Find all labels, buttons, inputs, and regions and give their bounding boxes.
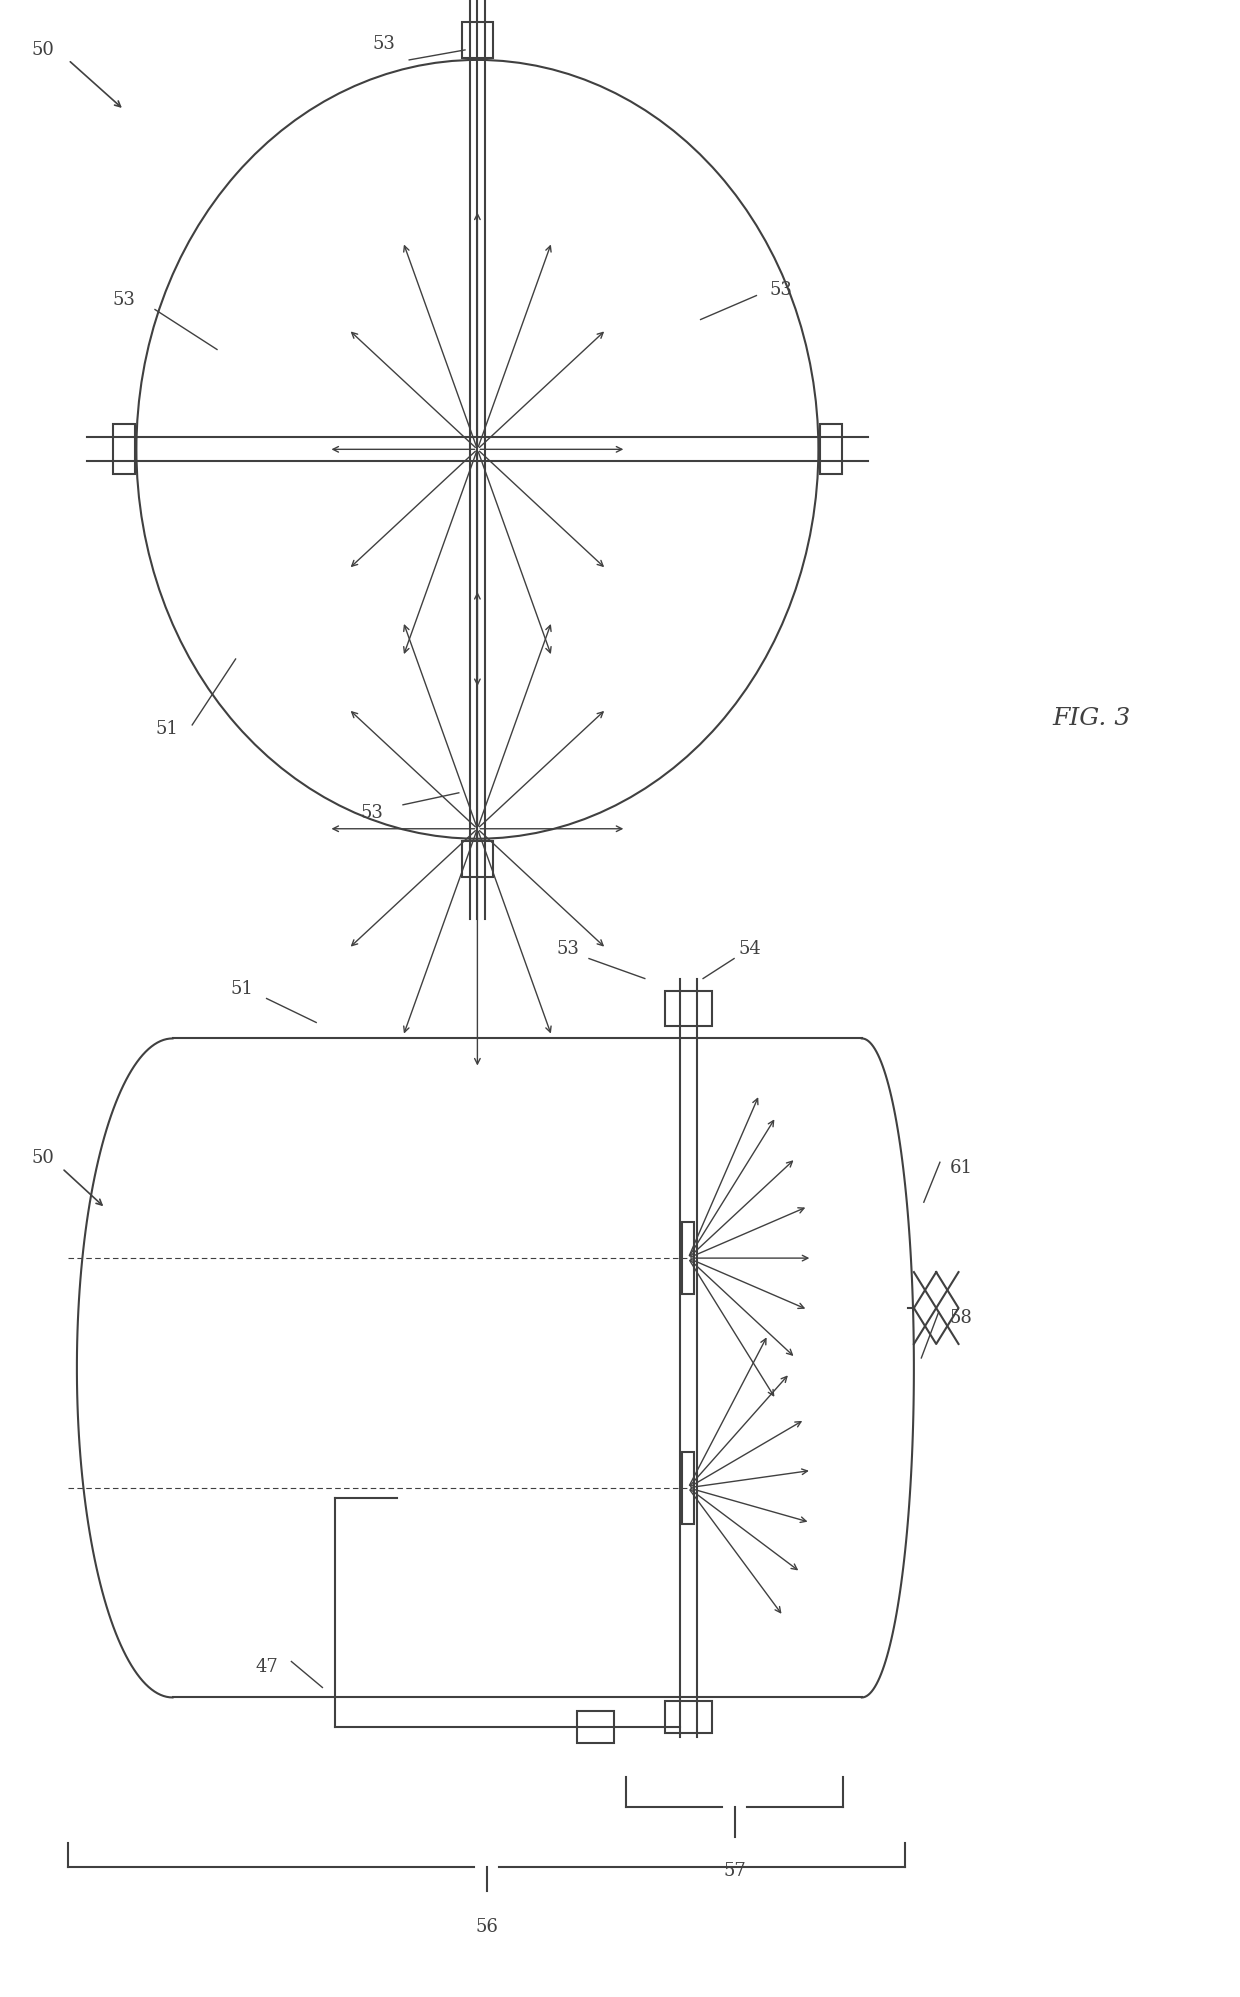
Text: 51: 51 bbox=[231, 979, 253, 998]
Text: 53: 53 bbox=[557, 939, 579, 959]
Bar bbox=[820, 425, 842, 475]
Bar bbox=[113, 425, 135, 475]
Text: 53: 53 bbox=[770, 280, 792, 300]
Text: 50: 50 bbox=[32, 40, 55, 60]
Bar bbox=[682, 1222, 694, 1294]
Bar bbox=[461, 841, 492, 877]
Bar bbox=[665, 991, 712, 1026]
Text: FIG. 3: FIG. 3 bbox=[1052, 707, 1131, 731]
Text: 53: 53 bbox=[113, 290, 135, 310]
Bar bbox=[577, 1711, 614, 1743]
Bar bbox=[461, 22, 492, 58]
Text: 57: 57 bbox=[723, 1861, 746, 1881]
Text: 51: 51 bbox=[156, 719, 179, 739]
Text: 47: 47 bbox=[255, 1658, 278, 1677]
Bar bbox=[682, 1452, 694, 1524]
Text: 58: 58 bbox=[950, 1308, 972, 1328]
Text: 50: 50 bbox=[32, 1148, 55, 1168]
Text: 53: 53 bbox=[361, 803, 383, 823]
Bar bbox=[665, 1701, 712, 1733]
Text: 54: 54 bbox=[739, 939, 761, 959]
Text: 53: 53 bbox=[373, 34, 396, 54]
Text: 61: 61 bbox=[950, 1158, 972, 1178]
Text: 56: 56 bbox=[475, 1917, 498, 1937]
